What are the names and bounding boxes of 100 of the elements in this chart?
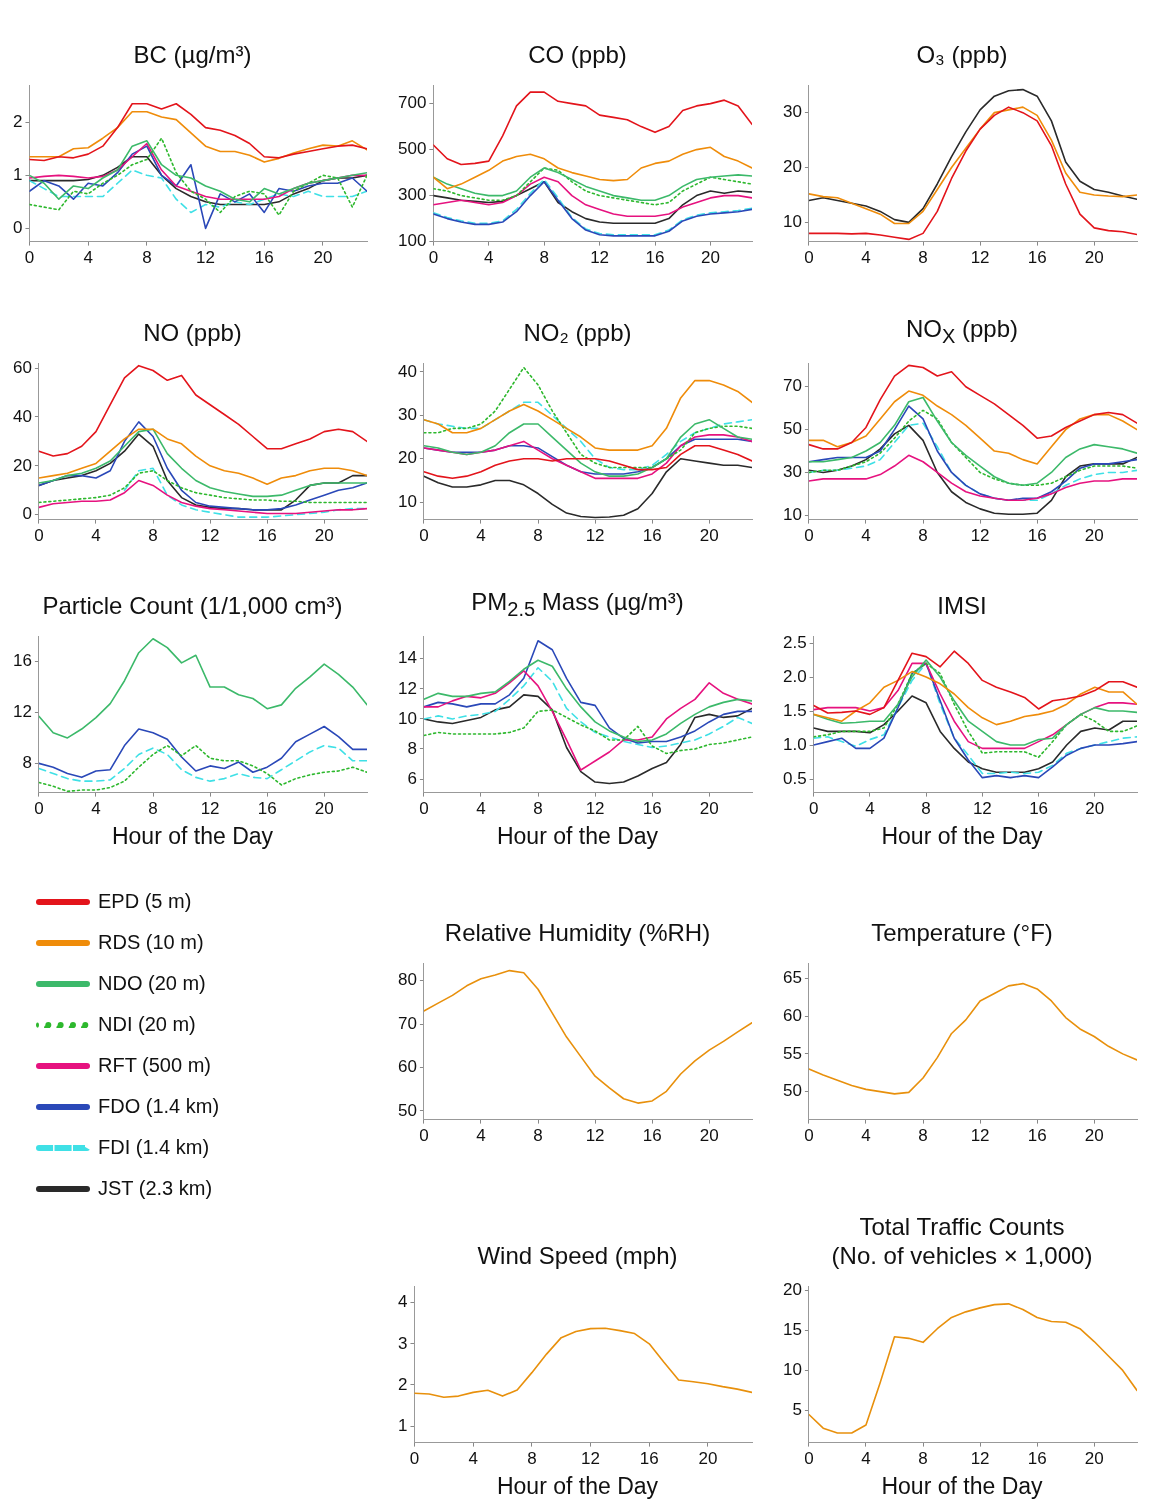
- x-tick-label: 4: [864, 799, 875, 819]
- y-tick-label: 1: [12, 165, 23, 185]
- x-tick-label: 12: [972, 799, 992, 819]
- y-tick-label: 500: [397, 139, 427, 159]
- x-axis-title: Hour of the Day: [496, 823, 659, 850]
- y-tick-label: 1: [397, 1415, 408, 1435]
- x-tick-label: 4: [468, 1449, 478, 1469]
- y-tick-label: 30: [782, 462, 802, 482]
- y-tick-label: 0.5: [782, 768, 807, 788]
- line-series: [423, 366, 752, 469]
- x-tick-label: 12: [970, 1449, 990, 1469]
- y-tick-label: 20: [397, 448, 417, 468]
- line-series: [38, 469, 367, 504]
- x-tick-label: 8: [917, 1126, 928, 1146]
- x-axis-title: Hour of the Day: [496, 1473, 659, 1500]
- x-tick-label: 12: [585, 799, 605, 819]
- x-tick-label: 4: [476, 1126, 486, 1146]
- x-tick-label: 20: [1084, 1126, 1104, 1146]
- x-axis-title: Hour of the Day: [881, 1473, 1043, 1500]
- x-tick-label: 12: [200, 526, 220, 546]
- y-tick-label: 20: [782, 157, 802, 177]
- chart-title: Relative Humidity (%RH): [444, 919, 711, 948]
- x-tick-label: 20: [314, 799, 334, 819]
- chart-title: Total Traffic Counts (No. of vehicles × 1,000): [831, 1213, 1093, 1271]
- x-tick-label: 4: [860, 1449, 871, 1469]
- y-tick-label: 8: [407, 738, 417, 758]
- line-series: [29, 137, 367, 216]
- x-tick-label: 20: [699, 1126, 719, 1146]
- x-tick-label: 20: [699, 799, 719, 819]
- x-tick-label: 20: [1084, 248, 1104, 268]
- x-tick-label: 8: [142, 248, 152, 268]
- y-tick-label: 60: [397, 1057, 417, 1077]
- x-tick-label: 16: [257, 799, 277, 819]
- y-tick-label: 4: [397, 1292, 408, 1312]
- y-tick-label: 50: [782, 1081, 802, 1101]
- chart-title: PM$_{2.5}$ Mass (µg/m³): [471, 588, 684, 621]
- x-tick-label: 20: [700, 248, 720, 268]
- x-tick-label: 16: [1027, 1126, 1047, 1146]
- x-tick-label: 20: [313, 248, 333, 268]
- legend-label: JST (2.3 km): [98, 1177, 213, 1200]
- y-tick-label: 60: [12, 357, 32, 377]
- y-tick-label: 40: [12, 406, 32, 426]
- x-tick-label: 4: [476, 799, 486, 819]
- x-tick-label: 8: [148, 799, 158, 819]
- legend-label: FDI (1.4 km): [98, 1136, 210, 1159]
- y-tick-label: 100: [397, 231, 427, 251]
- chart-title: NO₂ (ppb): [523, 319, 632, 348]
- y-tick-label: 15: [782, 1320, 802, 1339]
- x-tick-label: 20: [699, 526, 719, 546]
- x-tick-label: 16: [645, 248, 665, 268]
- y-tick-label: 300: [397, 185, 427, 205]
- y-tick-label: 70: [782, 376, 802, 396]
- legend-label: FDO (1.4 km): [98, 1095, 220, 1118]
- legend-label: EPD (5 m): [98, 890, 192, 913]
- x-tick-label: 8: [533, 526, 543, 546]
- y-tick-label: 10: [397, 708, 417, 728]
- y-tick-label: 40: [397, 361, 417, 381]
- x-tick-label: 8: [533, 799, 543, 819]
- x-axis-title: Hour of the Day: [881, 823, 1043, 850]
- y-tick-label: 10: [397, 491, 417, 511]
- y-tick-label: 50: [782, 419, 802, 439]
- y-tick-label: 2: [12, 112, 23, 131]
- y-tick-label: 0: [22, 504, 32, 524]
- chart-title: Temperature (°F): [871, 919, 1053, 948]
- chart-title: NO (ppb): [143, 319, 242, 348]
- chart-title: Wind Speed (mph): [477, 1242, 678, 1271]
- y-tick-label: 3: [397, 1333, 408, 1353]
- y-tick-label: 1.0: [782, 734, 807, 754]
- y-tick-label: 6: [407, 768, 417, 788]
- y-tick-label: 1.5: [782, 700, 807, 720]
- chart-title: IMSI: [937, 592, 987, 621]
- x-tick-label: 12: [590, 248, 610, 268]
- legend-label: RFT (500 m): [98, 1054, 211, 1077]
- x-tick-label: 8: [920, 799, 931, 819]
- y-tick-label: 2.0: [782, 666, 807, 686]
- line-series: [38, 744, 367, 782]
- y-tick-label: 55: [782, 1043, 802, 1063]
- y-tick-label: 10: [782, 505, 802, 524]
- line-series: [29, 169, 367, 214]
- x-tick-label: 12: [585, 526, 605, 546]
- x-tick-label: 12: [581, 1449, 601, 1469]
- x-tick-label: 16: [1027, 248, 1047, 268]
- y-tick-label: 2.5: [782, 632, 807, 652]
- x-tick-label: 12: [196, 248, 216, 268]
- chart-title: BC (µg/m³): [133, 41, 252, 70]
- chart-title: NO$_{X}$ (ppb): [905, 315, 1019, 348]
- x-tick-label: 8: [148, 526, 158, 546]
- x-tick-label: 4: [476, 526, 486, 546]
- y-tick-label: 50: [397, 1100, 417, 1120]
- chart-title: O₃ (ppb): [916, 41, 1008, 70]
- x-tick-label: 8: [539, 248, 549, 268]
- y-tick-label: 2: [397, 1374, 408, 1394]
- y-tick-label: 14: [397, 648, 417, 668]
- x-tick-label: 4: [91, 799, 101, 819]
- y-tick-label: 12: [397, 678, 417, 698]
- x-tick-label: 16: [642, 799, 662, 819]
- y-tick-label: 20: [12, 455, 32, 475]
- x-tick-label: 8: [917, 1449, 928, 1469]
- x-tick-label: 16: [254, 248, 274, 268]
- line-series: [423, 709, 752, 755]
